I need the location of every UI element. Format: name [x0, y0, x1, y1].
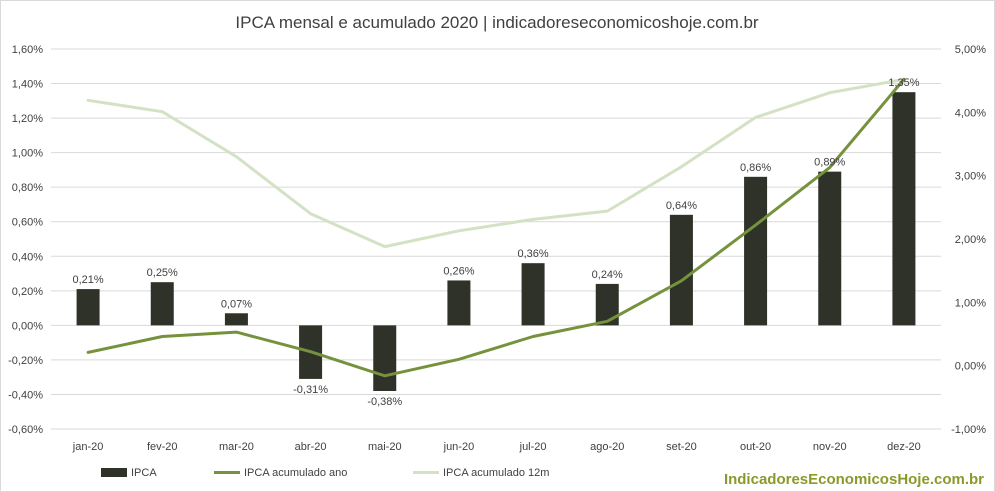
legend-label: IPCA [131, 467, 157, 479]
ipca-bar [224, 313, 248, 326]
left-axis-ticks: 1,60% 1,40% 1,20% 1,00% 0,80% 0,60% 0,40% 0,20%… [8, 44, 43, 436]
ipca-bar [595, 283, 619, 326]
ipca-bar [76, 289, 100, 326]
right-tick-label: -1,00% [951, 424, 986, 436]
series-line [86, 77, 906, 378]
x-tick-label: mar-20 [219, 441, 254, 453]
x-tick-label: jul-20 [519, 441, 547, 453]
x-tick-label: nov-20 [813, 441, 847, 453]
legend: IPCA IPCA acumulado ano IPCA acumulado 12m [101, 467, 549, 479]
site-watermark: IndicadoresEconomicosHoje.com.br [724, 471, 984, 488]
bar-data-label: 0,86% [740, 162, 771, 174]
right-tick-label: 2,00% [955, 234, 986, 246]
right-tick-label: 4,00% [955, 107, 986, 119]
ipca-bar [744, 176, 768, 326]
legend-swatch-bar [101, 468, 127, 477]
left-tick-label: 1,40% [12, 79, 43, 91]
left-tick-label: 0,20% [12, 286, 43, 298]
ipca-bar [150, 282, 174, 326]
bar-data-label: 0,24% [592, 269, 623, 281]
accumulated-lines [86, 77, 906, 378]
ipca-bar [521, 263, 545, 326]
ipca-bar [892, 92, 916, 326]
x-tick-label: set-20 [666, 441, 697, 453]
legend-label: IPCA acumulado ano [244, 467, 347, 479]
left-tick-label: 1,60% [12, 44, 43, 56]
ipca-bar [447, 280, 471, 326]
bar-data-label: 1,35% [888, 77, 919, 89]
left-tick-label: 1,20% [12, 113, 43, 125]
ipca-bar [818, 171, 842, 326]
right-tick-label: 5,00% [955, 44, 986, 56]
legend-label: IPCA acumulado 12m [443, 467, 549, 479]
chart-title: IPCA mensal e acumulado 2020 | indicador… [235, 13, 759, 32]
x-axis-labels: jan-20 fev-20 mar-20 abr-20 mai-20 jun-20 jul-… [72, 441, 921, 453]
left-tick-label: 0,60% [12, 217, 43, 229]
left-tick-label: 1,00% [12, 148, 43, 160]
legend-item: IPCA acumulado 12m [413, 467, 549, 479]
left-tick-label: 0,00% [12, 320, 43, 332]
bar-data-label: -0,38% [367, 396, 402, 408]
right-tick-label: 0,00% [955, 361, 986, 373]
left-tick-label: 0,80% [12, 182, 43, 194]
bar-data-labels: 0,21% 0,25% 0,07% -0,31% -0,38% 0,26% 0,36% 0,2… [72, 77, 919, 408]
x-tick-label: abr-20 [295, 441, 327, 453]
ipca-bars [76, 92, 916, 391]
left-tick-label: 0,40% [12, 251, 43, 263]
right-tick-label: 3,00% [955, 171, 986, 183]
x-tick-label: dez-20 [887, 441, 921, 453]
ipca-bar [669, 214, 693, 326]
x-tick-label: fev-20 [147, 441, 178, 453]
x-tick-label: mai-20 [368, 441, 402, 453]
left-tick-label: -0,60% [8, 424, 43, 436]
grid-lines [51, 48, 941, 430]
x-tick-label: jan-20 [72, 441, 104, 453]
legend-item: IPCA [101, 467, 157, 479]
bar-data-label: 0,25% [147, 267, 178, 279]
series-line [86, 77, 906, 249]
x-tick-label: jun-20 [443, 441, 475, 453]
left-tick-label: -0,20% [8, 355, 43, 367]
right-axis-ticks: 5,00% 4,00% 3,00% 2,00% 1,00% 0,00% -1,00% [951, 44, 986, 436]
left-tick-label: -0,40% [8, 389, 43, 401]
bar-data-label: 0,64% [666, 200, 697, 212]
x-tick-label: out-20 [740, 441, 771, 453]
bar-data-label: 0,21% [72, 274, 103, 286]
x-tick-label: ago-20 [590, 441, 624, 453]
bar-data-label: -0,31% [293, 384, 328, 396]
bar-data-label: 0,07% [221, 298, 252, 310]
legend-item: IPCA acumulado ano [214, 467, 347, 479]
bar-data-label: 0,36% [517, 248, 548, 260]
bar-data-label: 0,89% [814, 157, 845, 169]
right-tick-label: 1,00% [955, 297, 986, 309]
ipca-bar [373, 325, 397, 391]
bar-data-label: 0,26% [443, 265, 474, 277]
